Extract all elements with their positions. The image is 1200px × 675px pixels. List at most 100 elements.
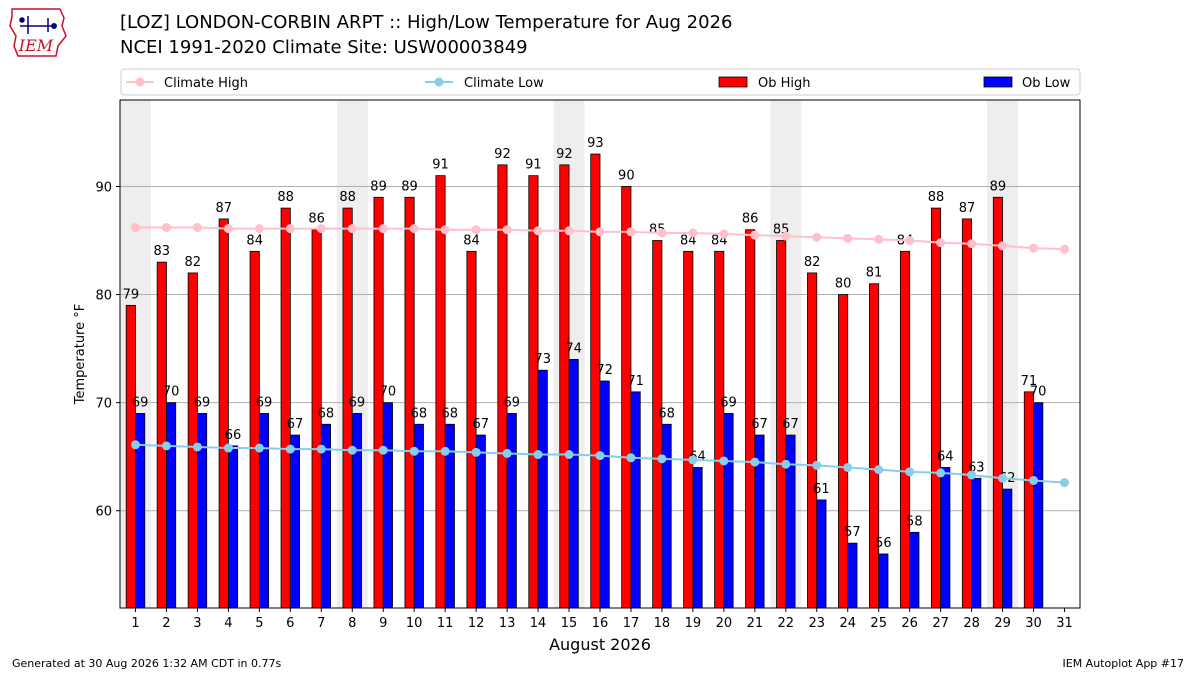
ob-low-label: 71: [627, 374, 644, 389]
x-tick-label: 13: [499, 616, 516, 631]
x-tick-label: 27: [932, 616, 949, 631]
climate-low-point: [595, 451, 605, 461]
y-tick-label: 90: [95, 180, 112, 195]
ob-low-bar: [258, 413, 270, 609]
legend-ob-low-label: Ob Low: [1022, 76, 1071, 91]
climate-low-point: [967, 470, 977, 480]
ob-high-bar: [899, 250, 911, 609]
x-tick-label: 6: [286, 616, 294, 631]
climate-high-point: [409, 224, 419, 234]
climate-high-point: [1060, 244, 1070, 254]
climate-high-point: [502, 225, 512, 235]
ob-low-label: 67: [782, 417, 799, 432]
climate-high-point: [874, 234, 884, 244]
climate-high-point: [626, 227, 636, 237]
ob-low-label: 68: [442, 406, 459, 421]
ob-low-label: 68: [411, 406, 428, 421]
ob-high-label: 93: [587, 136, 604, 151]
climate-low-point: [440, 446, 450, 456]
climate-high-point: [1029, 243, 1039, 253]
ob-high-label: 79: [123, 287, 140, 302]
climate-high-point: [440, 225, 450, 235]
ob-high-label: 89: [990, 179, 1007, 194]
ob-high-label: 71: [1021, 374, 1038, 389]
ob-high-bar: [280, 207, 291, 609]
legend-climate-low-marker: [434, 77, 444, 87]
ob-high-bar: [187, 272, 198, 609]
x-tick-label: 8: [348, 616, 356, 631]
ob-high-label: 92: [494, 147, 511, 162]
x-tick-label: 25: [870, 616, 887, 631]
x-tick-label: 9: [379, 616, 387, 631]
climate-high-point: [967, 239, 977, 249]
chart-title: [LOZ] LONDON-CORBIN ARPT :: High/Low Tem…: [120, 12, 733, 33]
ob-high-label: 86: [308, 212, 325, 227]
ob-high-label: 89: [370, 179, 387, 194]
y-axis-label: Temperature °F: [73, 304, 88, 405]
ob-high-label: 83: [154, 244, 171, 259]
ob-low-label: 57: [844, 525, 861, 540]
climate-high-point: [998, 241, 1008, 251]
ob-low-label: 61: [813, 482, 830, 497]
climate-low-point: [688, 455, 698, 465]
climate-low-point: [564, 450, 574, 460]
ob-high-label: 90: [618, 168, 635, 183]
climate-low-point: [936, 468, 946, 478]
ob-high-bar: [961, 218, 973, 609]
climate-low-point: [285, 444, 295, 454]
ob-high-bar: [714, 250, 725, 609]
ob-high-label: 80: [835, 277, 852, 292]
ob-low-label: 73: [534, 352, 551, 367]
ob-low-bar: [537, 369, 548, 609]
x-tick-label: 31: [1056, 616, 1073, 631]
legend-ob-high-swatch: [718, 76, 748, 88]
climate-low-point: [347, 445, 357, 455]
ob-low-bar: [878, 553, 889, 609]
chart-subtitle: NCEI 1991-2020 Climate Site: USW00003849: [120, 37, 528, 58]
climate-high-point: [223, 224, 233, 234]
ob-high-label: 86: [742, 212, 759, 227]
ob-low-bar: [661, 423, 672, 609]
ob-high-bar: [249, 250, 260, 609]
x-tick-label: 24: [839, 616, 856, 631]
x-tick-label: 1: [131, 616, 139, 631]
ob-low-bar: [568, 359, 579, 609]
climate-low-point: [533, 450, 543, 460]
ob-low-bar: [475, 434, 486, 609]
ob-low-label: 66: [225, 428, 242, 443]
climate-high-point: [781, 231, 791, 241]
ob-low-bar: [847, 542, 858, 609]
climate-low-point: [192, 442, 202, 452]
ob-high-label: 84: [246, 233, 263, 248]
climate-high-point: [533, 226, 543, 236]
climate-high-point: [285, 224, 295, 234]
x-tick-label: 21: [747, 616, 764, 631]
climate-high-point: [595, 227, 605, 237]
climate-low-point: [316, 444, 326, 454]
x-tick-label: 3: [193, 616, 201, 631]
ob-high-label: 87: [959, 201, 976, 216]
climate-low-point: [998, 473, 1008, 483]
climate-high-point: [161, 223, 171, 233]
x-tick-label: 18: [654, 616, 671, 631]
legend-ob-high-label: Ob High: [758, 76, 811, 91]
ob-high-label: 82: [185, 255, 202, 270]
ob-low-label: 67: [473, 417, 490, 432]
x-tick-label: 2: [162, 616, 170, 631]
x-axis-label: August 2026: [549, 635, 651, 654]
climate-high-point: [192, 223, 202, 233]
legend-ob-low-swatch: [983, 76, 1013, 88]
legend-climate-high-marker: [135, 77, 145, 87]
x-tick-label: 16: [592, 616, 609, 631]
ob-low-label: 69: [720, 395, 737, 410]
x-tick-label: 12: [468, 616, 485, 631]
climate-low-point: [223, 443, 233, 453]
ob-high-bar: [528, 175, 539, 609]
climate-low-point: [130, 440, 140, 450]
ob-low-bar: [1033, 402, 1044, 609]
climate-high-point: [936, 238, 946, 248]
x-tick-label: 5: [255, 616, 263, 631]
climate-high-point: [316, 224, 326, 234]
ob-low-bar: [723, 413, 734, 609]
ob-low-bar: [289, 434, 301, 609]
